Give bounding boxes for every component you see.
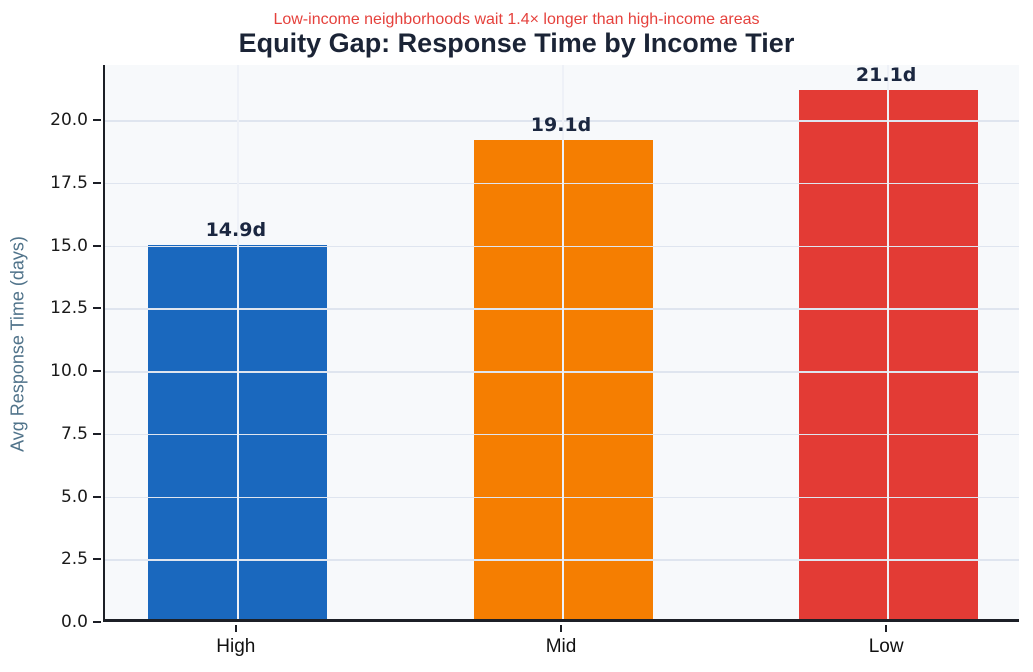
y-tick-mark (93, 244, 101, 247)
x-tick-label-low: Low (868, 636, 904, 657)
plot-area (103, 65, 1019, 622)
y-tick-label: 12.5 (50, 298, 88, 319)
bar-value-label: 19.1d (530, 113, 592, 136)
gridline-vertical (237, 65, 239, 619)
y-tick-label: 17.5 (50, 172, 88, 193)
gridline-horizontal (105, 308, 1019, 310)
y-tick-mark (93, 558, 101, 561)
y-tick-mark (93, 181, 101, 184)
gridline-horizontal (105, 559, 1019, 561)
x-tick-mark (560, 625, 562, 632)
gridline-horizontal (105, 182, 1019, 185)
x-tick-mark (234, 625, 237, 632)
chart-title: Equity Gap: Response Time by Income Tier (238, 28, 795, 58)
y-tick-label: 2.5 (60, 549, 88, 570)
y-tick-mark (93, 495, 101, 498)
gridline-horizontal (105, 496, 1019, 499)
y-tick-label: 0.0 (60, 612, 88, 632)
y-tick-label: 7.5 (60, 423, 88, 444)
gridline-horizontal (105, 245, 1019, 248)
x-tick-label-mid: Mid (545, 636, 577, 657)
gridline-vertical (562, 65, 564, 619)
y-tick-label: 5.0 (60, 486, 88, 507)
y-tick-label: 15.0 (50, 235, 88, 256)
gridline-vertical (887, 65, 889, 619)
y-axis-label: Avg Response Time (days) (7, 236, 28, 452)
gridline-horizontal (105, 371, 1019, 373)
y-tick-label: 10.0 (50, 361, 88, 382)
gridline-horizontal (105, 433, 1019, 436)
y-tick-mark (93, 119, 101, 122)
y-tick-mark (93, 307, 101, 310)
y-tick-mark (93, 621, 101, 623)
y-tick-mark (93, 370, 101, 373)
bar-value-label: 14.9d (205, 219, 267, 242)
y-tick-mark (93, 432, 101, 435)
gridline-horizontal (105, 120, 1019, 122)
x-tick-label-high: High (216, 636, 256, 657)
chart-subtitle: Low-income neighborhoods wait 1.4× longe… (273, 11, 760, 28)
bar-value-label: 21.1d (855, 63, 917, 86)
x-tick-mark (885, 625, 888, 632)
y-tick-label: 20.0 (50, 110, 88, 131)
